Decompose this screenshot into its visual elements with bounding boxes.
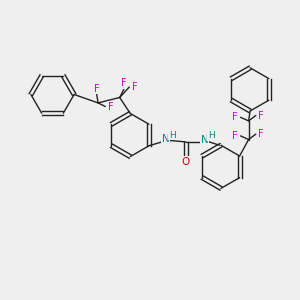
- Text: N: N: [161, 134, 169, 144]
- Text: H: H: [208, 131, 214, 140]
- Text: F: F: [132, 82, 137, 92]
- Text: F: F: [122, 78, 127, 88]
- Text: F: F: [232, 112, 238, 122]
- Text: F: F: [94, 83, 99, 94]
- Text: F: F: [258, 110, 264, 121]
- Text: H: H: [169, 130, 176, 140]
- Text: F: F: [258, 129, 264, 139]
- Text: F: F: [232, 131, 238, 141]
- Text: O: O: [182, 157, 190, 167]
- Text: N: N: [200, 135, 208, 145]
- Text: F: F: [108, 101, 113, 112]
